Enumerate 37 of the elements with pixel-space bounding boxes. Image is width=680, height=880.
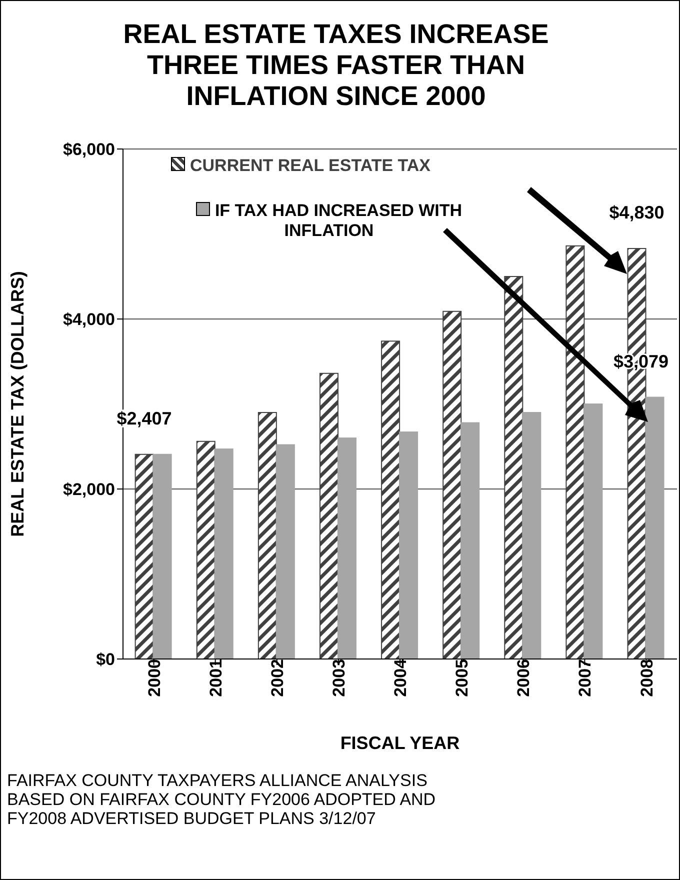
text: FAIRFAX COUNTY TAXPAYERS ALLIANCE ANALYSIS BASED ON FAIRFAX COUNTY FY2006 ADOPTED AND FY2008 ADVERTISED BUDGET PLANS 3/12/07 xyxy=(7,771,437,828)
bar xyxy=(196,440,216,659)
y-tick-label: $6,000 xyxy=(63,140,115,160)
bar xyxy=(566,245,585,659)
data-label: $4,830 xyxy=(609,202,664,222)
y-tick-label: $4,000 xyxy=(63,310,115,330)
bar xyxy=(276,444,295,659)
y-tick-label: $0 xyxy=(96,650,115,670)
bar xyxy=(258,412,277,659)
x-tick-label: 2008 xyxy=(637,659,656,697)
x-tick-label: 2002 xyxy=(268,659,287,697)
x-tick-label: 2006 xyxy=(514,659,534,697)
x-tick-label: 2007 xyxy=(576,659,595,697)
x-tick-label: 2000 xyxy=(144,659,164,697)
chart-title: REAL ESTATE TAXES INCREASE THREE TIMES FASTER THAN INFLATION SINCE 2000 xyxy=(122,19,550,112)
legend-label: CURRENT REAL ESTATE TAX xyxy=(189,156,432,176)
y-tick-label: $2,000 xyxy=(63,480,115,500)
x-tick-label: 2004 xyxy=(391,658,410,697)
bar xyxy=(337,438,356,659)
bar xyxy=(504,276,524,659)
legend-label: IF TAX HAD INCREASED WITH INFLATION xyxy=(214,201,464,241)
bar xyxy=(645,396,664,659)
x-tick-label: 2001 xyxy=(206,659,226,697)
bar xyxy=(584,404,603,659)
bar xyxy=(319,372,338,659)
bar xyxy=(152,454,172,659)
x-tick-label: 2005 xyxy=(452,659,472,697)
bar xyxy=(214,448,234,659)
bar xyxy=(442,310,462,659)
bar xyxy=(134,454,154,659)
bar xyxy=(522,412,542,659)
bar xyxy=(399,432,418,659)
y-axis-title: REAL ESTATE TAX (DOLLARS) xyxy=(7,271,28,537)
bar xyxy=(381,340,400,659)
x-tick-label: 2003 xyxy=(330,659,349,697)
bar xyxy=(460,422,480,659)
x-axis-title: FISCAL YEAR xyxy=(340,733,460,753)
